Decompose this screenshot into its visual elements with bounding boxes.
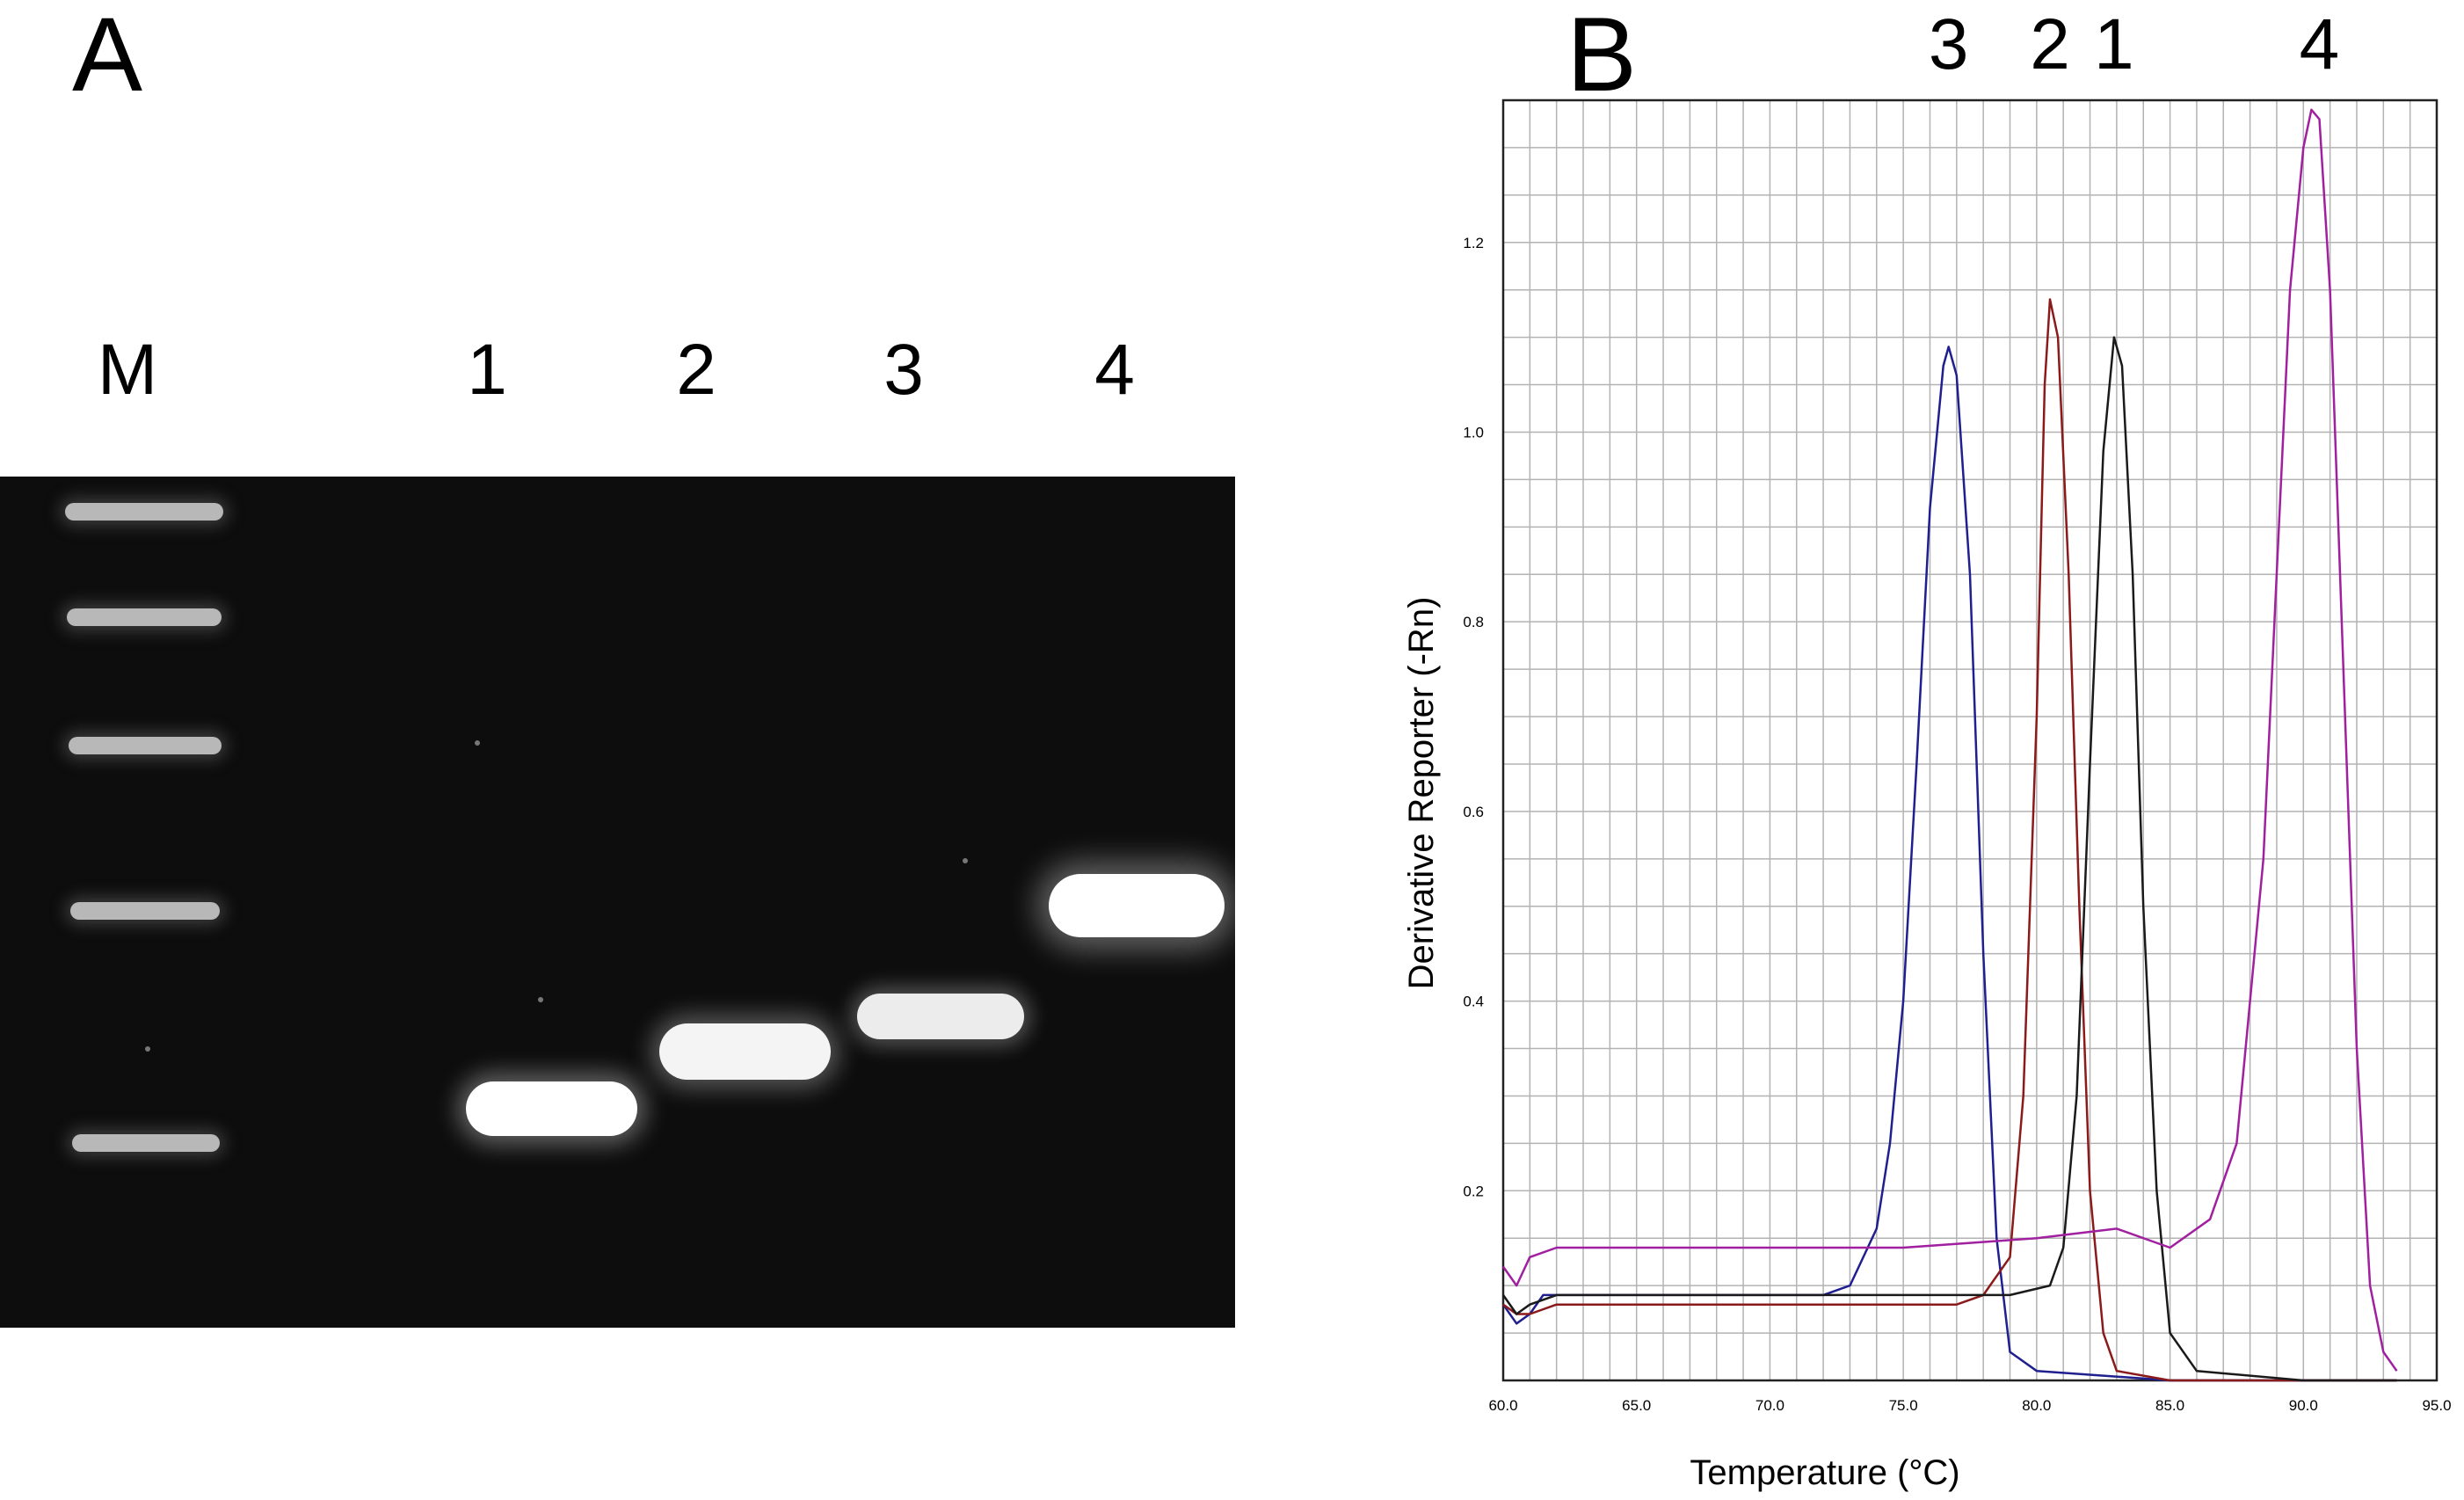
plot-area-frame [1501, 98, 2439, 1382]
gel-lane-label-2: 2 [676, 330, 716, 410]
y-tick-label: 0.2 [1463, 1183, 1484, 1199]
x-axis-label: Temperature (°C) [1690, 1453, 1959, 1492]
x-tick-label: 70.0 [1755, 1397, 1784, 1414]
melt-curve-series-2 [1502, 298, 2397, 1382]
y-tick-label: 0.4 [1463, 994, 1484, 1010]
y-tick-label: 0.8 [1463, 614, 1484, 630]
x-tick-label: 85.0 [2155, 1397, 2184, 1414]
x-tick-label: 90.0 [2289, 1397, 2318, 1414]
gel-speck [538, 997, 543, 1002]
x-tick-label: 60.0 [1488, 1397, 1517, 1414]
y-tick-label: 1.2 [1463, 235, 1484, 251]
x-tick-label: 95.0 [2422, 1397, 2451, 1414]
gel-lane-label-3: 3 [883, 330, 924, 410]
gel-speck [963, 858, 968, 863]
melt-curve-series-4 [1501, 108, 2398, 1372]
ladder-band [70, 902, 220, 920]
agarose-gel-image [0, 477, 1235, 1328]
panel-b-label: B [1566, 0, 1638, 113]
ladder-band [72, 1134, 220, 1152]
panel-a-label: A [72, 0, 143, 113]
melt-curve-series-3 [1501, 336, 2397, 1382]
ladder-band [67, 608, 222, 626]
gel-lane-label-4: 4 [1094, 330, 1135, 410]
melt-curve-chart: 60.0 65.0 70.0 75.0 80.0 85.0 90.0 95.0 0.2 0.4 0.… [1402, 4, 2452, 1492]
y-axis-label: Derivative Reporter (-Rn) [1402, 597, 1441, 990]
gel-band-lane-2 [659, 1023, 831, 1080]
gel-lane-label-marker: M [97, 330, 158, 410]
y-tick-label: 1.0 [1463, 424, 1484, 441]
gel-band-lane-1 [466, 1081, 637, 1136]
x-tick-label: 80.0 [2022, 1397, 2051, 1414]
ladder-band [69, 737, 222, 754]
y-tick-label: 0.6 [1463, 804, 1484, 820]
peak-label: 2 [2030, 4, 2070, 84]
peak-label: 3 [1929, 4, 1969, 84]
x-tick-label: 65.0 [1622, 1397, 1651, 1414]
peak-label: 1 [2094, 4, 2134, 84]
gel-lane-label-1: 1 [467, 330, 507, 410]
tick-labels: 60.0 65.0 70.0 75.0 80.0 85.0 90.0 95.0 0.2 0.4 0.… [1463, 235, 2451, 1414]
gel-speck [475, 740, 480, 746]
gel-band-lane-4 [1049, 874, 1225, 937]
ladder-band [65, 503, 223, 521]
peak-label: 4 [2300, 4, 2340, 84]
chart-grid [1502, 99, 2438, 1381]
x-tick-label: 75.0 [1889, 1397, 1918, 1414]
gel-speck [145, 1046, 150, 1052]
series-lines [1501, 108, 2398, 1382]
gel-band-lane-3 [857, 994, 1024, 1039]
